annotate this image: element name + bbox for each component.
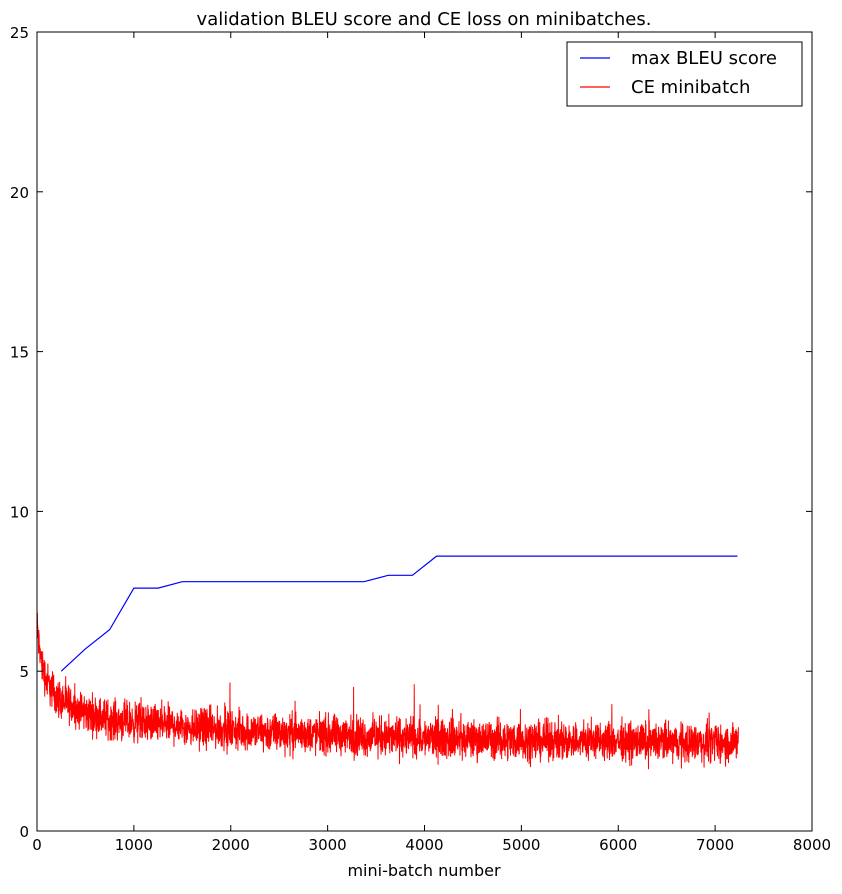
x-tick-label: 6000	[599, 836, 637, 854]
y-tick-label: 25	[10, 24, 29, 42]
legend-label: CE minibatch	[631, 77, 750, 98]
y-tick-label: 20	[10, 184, 29, 202]
x-axis-label: mini-batch number	[347, 861, 501, 880]
x-tick-label: 5000	[502, 836, 540, 854]
x-tick-label: 7000	[696, 836, 734, 854]
x-tick-label: 0	[32, 836, 42, 854]
x-tick-label: 2000	[212, 836, 250, 854]
x-tick-label: 4000	[405, 836, 443, 854]
legend-box	[566, 41, 803, 107]
series-line-ce-minibatch	[37, 612, 739, 770]
y-tick-label: 10	[10, 503, 29, 521]
legend-label: max BLEU score	[631, 48, 777, 69]
axes: 0 1000 2000 3000 4000 5000 6000 7000 8000 0 5 10 15 2…	[10, 24, 831, 854]
chart-title: validation BLEU score and CE loss on min…	[197, 9, 652, 30]
y-tick-label: 0	[19, 823, 29, 841]
plot-area	[37, 555, 739, 770]
x-tick-label: 1000	[115, 836, 153, 854]
x-tick-label: 8000	[793, 836, 831, 854]
series-group	[37, 555, 739, 770]
legend: max BLEU score CE minibatch	[566, 41, 803, 107]
y-tick-label: 15	[10, 344, 29, 362]
y-tick-label: 5	[19, 663, 29, 681]
series-line-max-bleu-score	[60, 555, 738, 672]
x-tick-label: 3000	[309, 836, 347, 854]
